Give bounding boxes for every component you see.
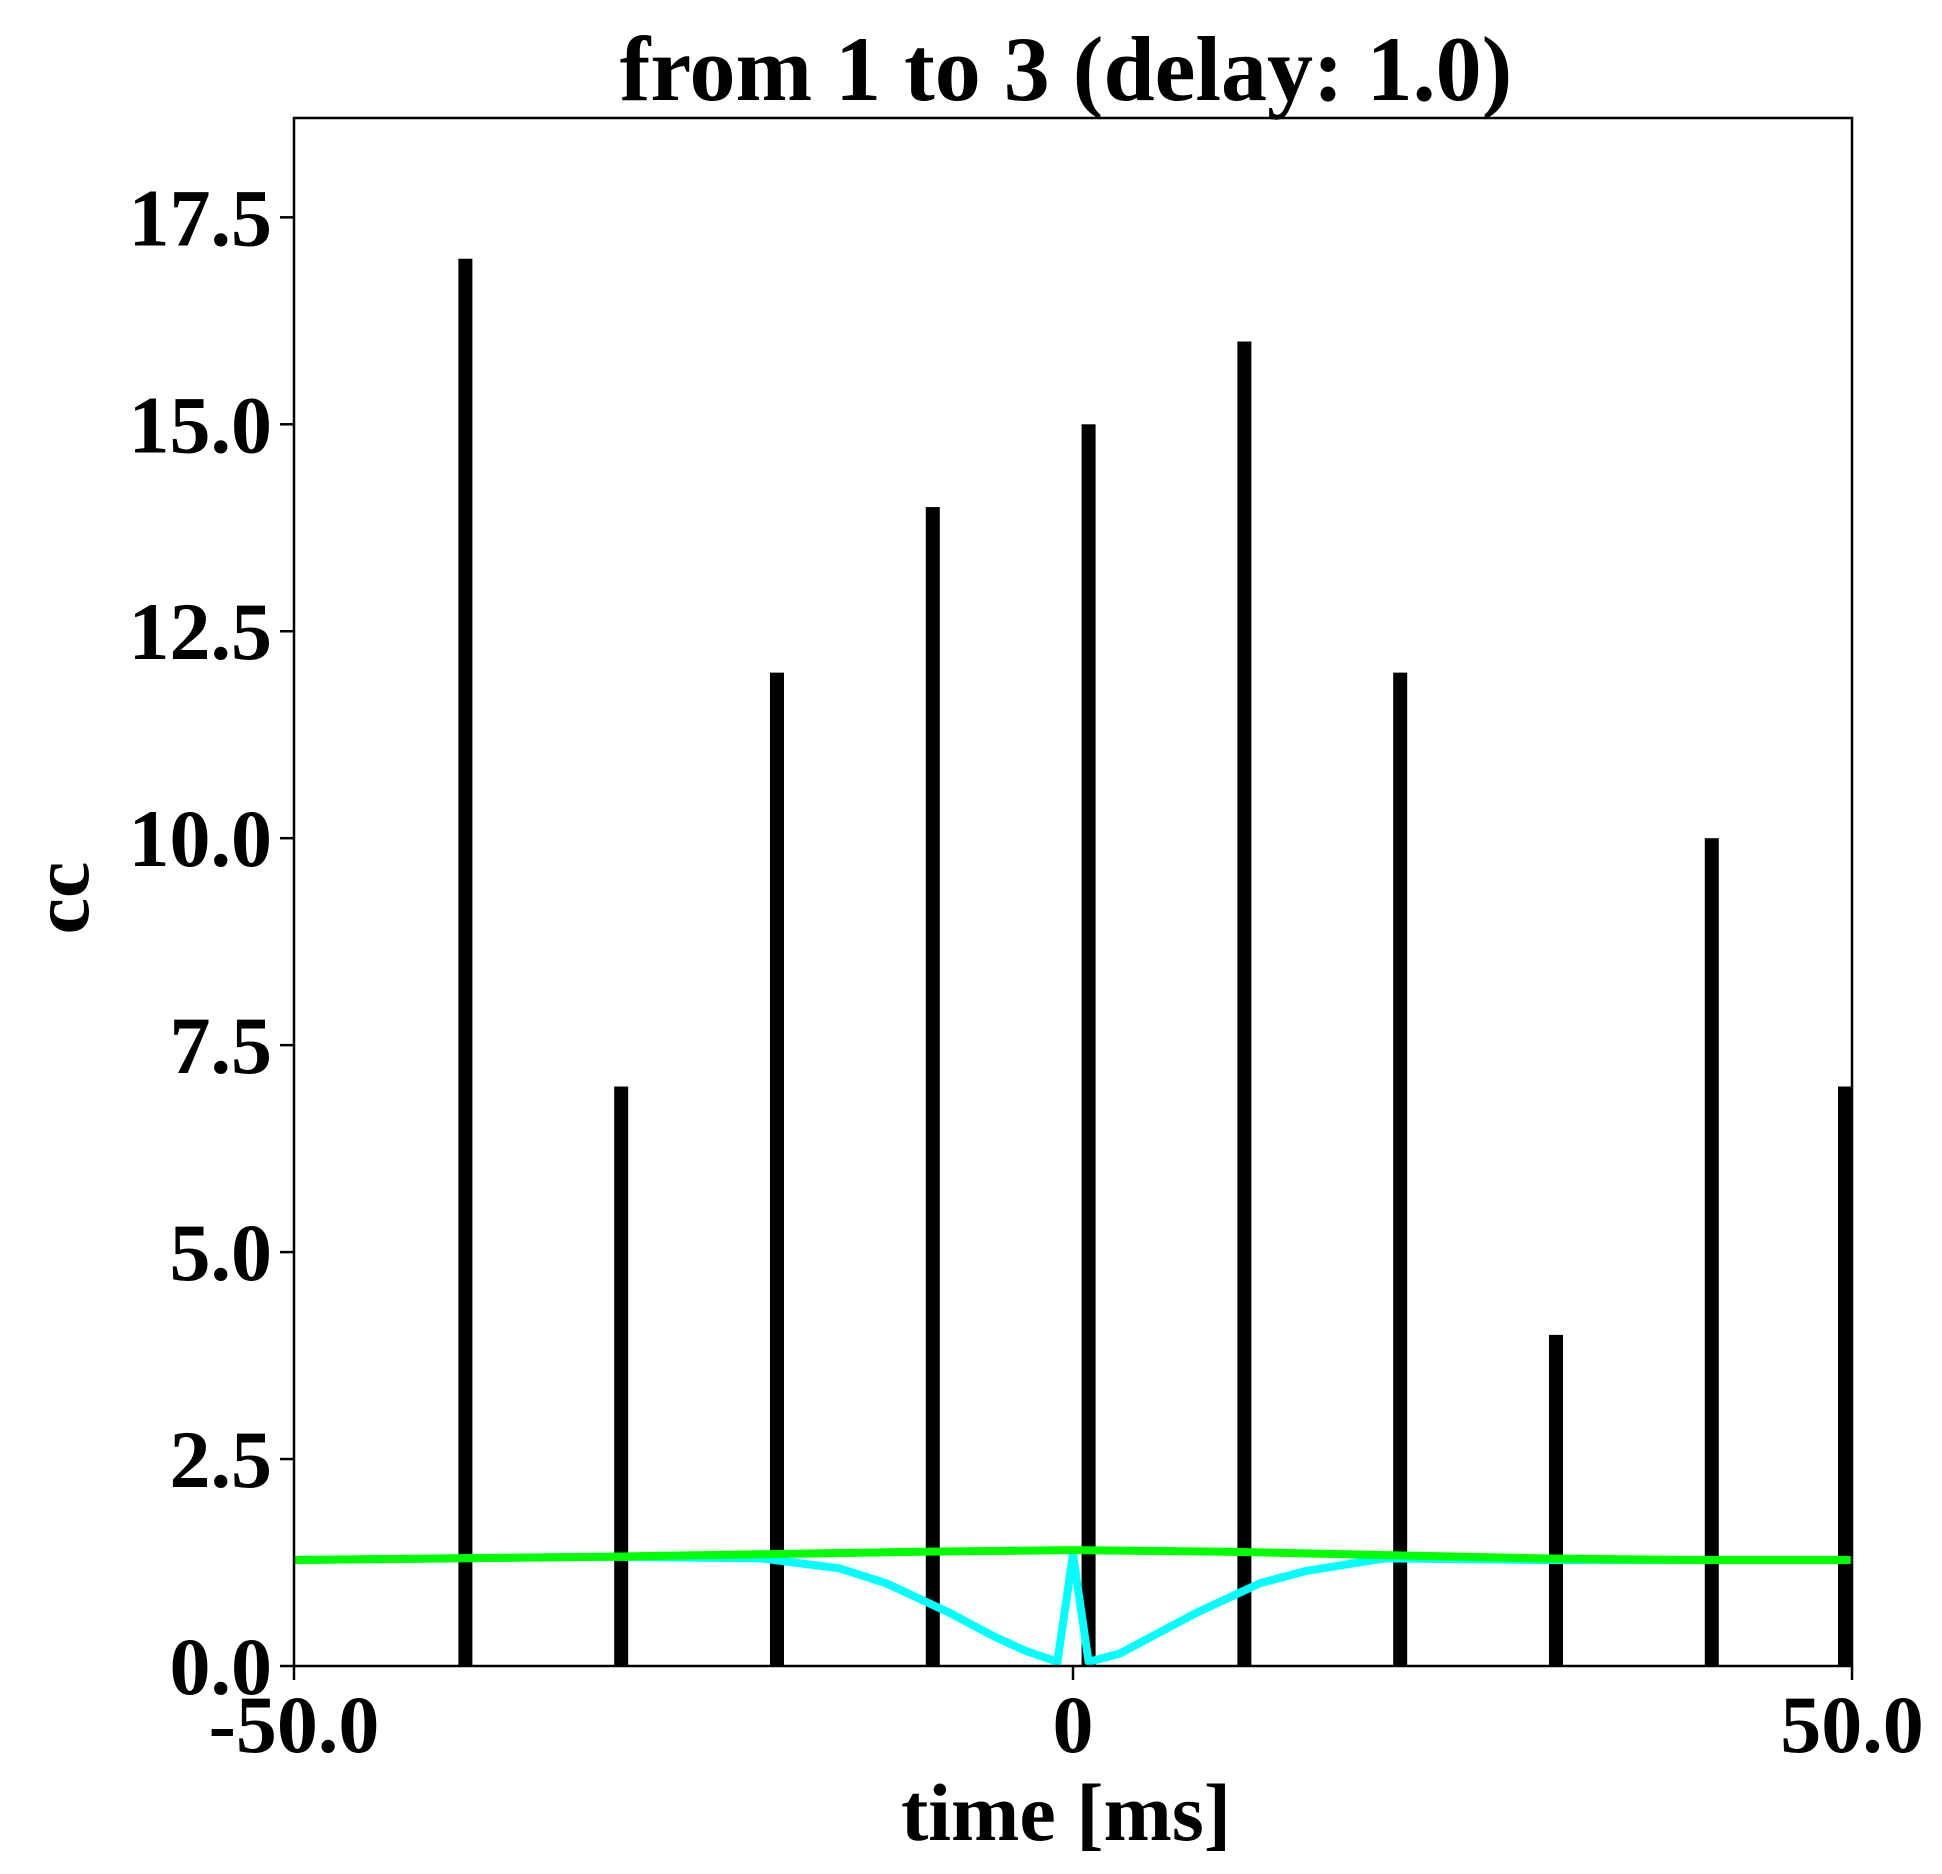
bar <box>1548 1334 1563 1666</box>
bar <box>925 507 940 1666</box>
x-tick-label: 0 <box>1053 1679 1094 1770</box>
bar <box>1393 672 1408 1666</box>
y-tick-label: 5.0 <box>170 1207 273 1298</box>
y-tick-label: 15.0 <box>129 379 273 470</box>
bar <box>1237 341 1252 1666</box>
y-tick-label: 17.5 <box>129 172 273 263</box>
y-axis-label: cc <box>15 862 106 935</box>
plot-area <box>293 258 1852 1666</box>
y-tick-label: 12.5 <box>129 586 273 677</box>
x-axis-label: time [ms] <box>901 1767 1231 1858</box>
y-tick-label: 10.0 <box>129 793 273 884</box>
y-tick-label: 2.5 <box>170 1414 273 1505</box>
bar <box>1838 1086 1852 1666</box>
green-line <box>293 1546 1852 1565</box>
x-tick-label: -50.0 <box>209 1679 380 1770</box>
chart-title: from 1 to 3 (delay: 1.0) <box>620 18 1513 120</box>
y-tick-label: 7.5 <box>170 1000 273 1091</box>
x-tick-label: 50.0 <box>1780 1679 1924 1770</box>
bar <box>614 1086 629 1666</box>
x-axis-ticks: -50.0 0 50.0 <box>209 1666 1924 1770</box>
y-axis-ticks: 0.0 2.5 5.0 7.5 10.0 12.5 15.0 17.5 <box>129 172 294 1712</box>
bar <box>458 258 473 1666</box>
y-tick-label: 0.0 <box>170 1621 273 1712</box>
bar <box>1081 424 1096 1666</box>
bar <box>1704 838 1719 1666</box>
bar <box>769 672 784 1666</box>
cyan-line <box>293 1550 1852 1666</box>
